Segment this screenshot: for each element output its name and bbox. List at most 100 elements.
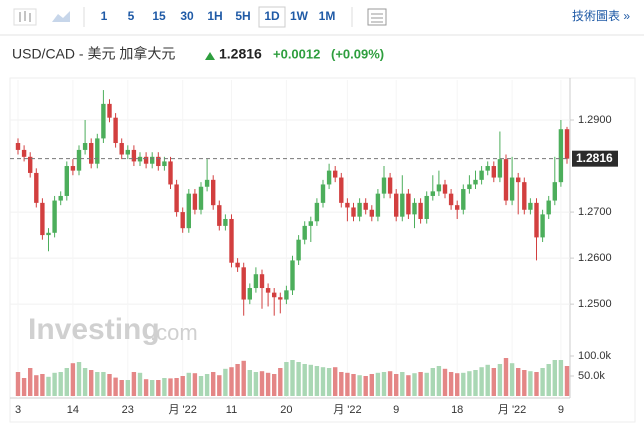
candle-body [558,129,564,183]
volume-bar [296,362,301,396]
candle-body [150,156,155,164]
volume-bar [522,370,527,396]
volume-bar [302,364,307,396]
candle-body [119,143,124,155]
candle-body [143,156,149,164]
volume-bar [101,372,106,396]
volume-bar [290,360,295,396]
candle-body [52,200,57,233]
interval-button[interactable]: 1W [290,9,309,23]
candle-body [516,177,521,183]
candle-body [21,149,27,157]
candle-body [479,170,484,180]
volume-bar [558,360,564,396]
volume-bar [235,364,240,396]
x-tick-label: 11 [226,404,237,416]
area-icon[interactable] [52,11,70,22]
interval-button[interactable]: 15 [152,9,166,23]
candle-body [448,193,454,206]
volume-bar [174,378,179,396]
interval-button[interactable]: 5 [128,9,135,23]
candle-body [82,143,88,150]
volume-bar [473,370,478,396]
volume-bar [406,375,411,396]
candle-body [461,189,466,210]
volume-bar [253,372,259,396]
x-tick-label: 月 '22 [168,404,196,416]
last-price-tag-label: 1.2816 [576,151,613,165]
volume-bar [272,374,277,396]
candle-body [528,202,533,210]
x-tick-label: 9 [393,404,399,416]
candle-body [314,202,320,222]
candle-body [131,149,137,162]
volume-bar [46,376,51,396]
candle-body [211,179,216,206]
interval-button[interactable]: 30 [180,9,194,23]
volume-bar [363,376,368,396]
interval-button[interactable]: 5H [235,9,250,23]
candle-body [363,202,368,210]
x-tick-label: 月 '22 [333,404,361,416]
volume-bar [34,375,39,396]
interval-button[interactable]: 1M [319,9,336,23]
chart-link[interactable]: 技術圖表 » [572,9,630,23]
candle-body [387,177,393,194]
candle-body [180,212,185,229]
candle-body [259,274,265,289]
candle-body [436,184,442,192]
volume-bar [76,362,82,396]
interval-button[interactable]: 1D [264,9,280,23]
table-icon[interactable] [367,8,387,26]
candle-body [15,143,21,150]
x-tick-label: 23 [122,404,134,416]
volume-bar [82,368,88,396]
candle-body [46,232,51,236]
plot: 1.2500 1.2600 1.2700 1.2900 50.0k 100.0k 3 14 23… [10,80,618,416]
volume-bar [314,366,320,396]
interval-button[interactable]: 1 [101,9,108,23]
chart-frame [9,77,636,423]
volume-bar [40,374,45,396]
candle-icon[interactable] [13,8,37,26]
volume-bar [308,364,313,396]
volume-bar [265,372,271,396]
candle-body [247,288,252,300]
candle-body [534,202,539,238]
candle-body [369,209,374,217]
candle-body [89,143,94,164]
candle-body [76,149,82,171]
candle-body [284,290,289,300]
candle-body [217,205,222,226]
candle-body [162,161,167,167]
candle-body [113,117,118,144]
volume-bar [424,372,429,396]
candle-body [424,195,429,219]
candle-body [546,200,551,215]
volume-bar [95,372,100,396]
candle-body [272,292,277,298]
volume-bar [436,366,442,396]
volume-bar [217,375,222,396]
candle-body [491,166,496,178]
candle-body [485,166,490,171]
volume-bar [345,372,350,396]
volume-bar [375,372,381,396]
watermark-logo: Investing [28,313,160,346]
candle-body [333,170,338,178]
last-price: 1.2816 [219,46,262,62]
volume-bar [479,367,484,396]
candle-body [174,184,179,213]
volume-bar [278,368,283,396]
volume-bar [485,364,490,396]
volume-bar [503,358,509,396]
interval-button[interactable]: 1H [207,9,222,23]
candle-body [394,193,399,217]
volume-bar [528,371,533,396]
candle-body [107,103,112,118]
volume-bar [204,374,210,396]
volume-bar [467,371,472,396]
volume-bar [107,374,112,396]
candle-body [552,182,557,201]
